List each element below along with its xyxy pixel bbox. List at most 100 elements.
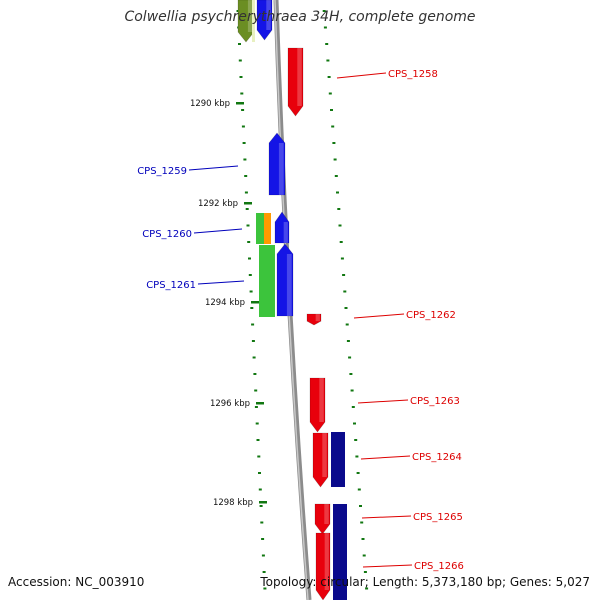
inner-tick-mark — [248, 274, 252, 276]
gene-arrow-blue-large — [276, 243, 294, 317]
kbp-label: 1296 kbp — [210, 399, 250, 409]
inner-tick-mark — [260, 521, 264, 524]
gene-arrow-blue-small-shade — [283, 222, 288, 243]
gene-arrow-cps-1259 — [268, 132, 286, 196]
gene-label: CPS_1264 — [412, 452, 462, 463]
inner-tick-mark — [241, 125, 245, 128]
outer-tick-mark — [351, 406, 355, 408]
outer-tick-mark — [349, 373, 353, 375]
gene-arrow-cps-1259-shade — [278, 143, 284, 195]
gene-label-leader — [360, 455, 411, 460]
gene-arrow-navy — [333, 504, 347, 600]
inner-tick-mark — [258, 472, 261, 474]
gene-label: CPS_1262 — [406, 310, 456, 321]
genes-value: 5,027 — [555, 575, 590, 589]
gene-arrow-cps-1262 — [306, 313, 322, 326]
inner-tick-mark — [259, 505, 263, 507]
inner-tick-mark — [254, 406, 258, 408]
outer-tick-mark — [346, 340, 350, 342]
gene-label-leader — [336, 72, 387, 79]
inner-tick-mark — [244, 175, 248, 177]
outer-tick-mark — [337, 208, 341, 210]
outer-tick-mark — [343, 290, 347, 293]
inner-tick-mark — [251, 323, 255, 326]
gene-arrow-blue — [256, 0, 273, 41]
gene-label-leader — [188, 165, 239, 171]
genome-stats: Topology: circular; Length: 5,373,180 bp… — [260, 575, 590, 589]
outer-tick-mark — [332, 142, 336, 144]
inner-tick-mark — [240, 92, 244, 95]
inner-tick-mark — [256, 439, 260, 441]
gene-label-leader — [197, 280, 245, 285]
kbp-major-tick — [244, 202, 252, 205]
kbp-label: 1290 kbp — [190, 99, 230, 109]
outer-tick-mark — [333, 158, 337, 161]
kbp-major-tick — [259, 501, 267, 504]
outer-tick-mark — [362, 554, 366, 557]
outer-tick-mark — [322, 10, 326, 12]
inner-tick-mark — [255, 422, 259, 425]
inner-tick-mark — [238, 59, 242, 62]
gene-label: CPS_1266 — [414, 561, 464, 572]
inner-tick-mark — [258, 488, 262, 491]
outer-tick-mark — [353, 422, 356, 425]
inner-tick-mark — [250, 307, 254, 309]
outer-tick-mark — [334, 175, 338, 177]
gene-label: CPS_1265 — [413, 512, 463, 523]
inner-tick-mark — [245, 208, 249, 210]
gene-label: CPS_1259 — [137, 166, 187, 177]
gene-arrow-cps-1262-shade — [315, 314, 320, 322]
gene-label-leader — [357, 399, 409, 404]
inner-tick-mark — [249, 290, 253, 293]
inner-tick-mark — [262, 571, 266, 573]
gene-arrow-cps-1258 — [287, 47, 304, 117]
gene-arrow-olive-shade — [247, 0, 253, 32]
outer-tick-mark — [348, 356, 352, 359]
outer-tick-mark — [355, 455, 359, 458]
inner-tick-mark — [251, 340, 255, 342]
inner-tick-mark — [239, 76, 243, 78]
outer-tick-mark — [361, 538, 365, 540]
gene-arrow-cps-1263 — [309, 377, 326, 433]
outer-tick-mark — [323, 26, 327, 29]
outer-tick-mark — [357, 488, 361, 491]
outer-tick-mark — [330, 109, 333, 111]
topology-label: Topology: — [260, 575, 317, 589]
inner-tick-mark — [248, 257, 251, 260]
outer-tick-mark — [359, 505, 362, 507]
kbp-label: 1294 kbp — [205, 298, 245, 308]
inner-tick-mark — [238, 43, 241, 45]
gene-label: CPS_1263 — [410, 396, 460, 407]
outer-tick-mark — [350, 389, 354, 392]
gene-arrow-blue-large-shade — [286, 254, 292, 316]
kbp-label: 1292 kbp — [198, 199, 238, 209]
topology-value: circular — [320, 575, 365, 589]
inner-tick-mark — [246, 224, 250, 227]
outer-tick-mark — [327, 76, 331, 78]
outer-tick-mark — [326, 59, 330, 62]
accession-label: Accession: — [8, 575, 72, 589]
gene-label-leader — [361, 515, 412, 519]
kbp-label: 1298 kbp — [213, 498, 253, 508]
outer-tick-mark — [325, 43, 329, 45]
outer-tick-mark — [331, 125, 335, 128]
gene-label: CPS_1261 — [146, 280, 196, 291]
gene-arrow-cps-1266-shade — [324, 533, 329, 590]
map-title: Colwellia psychrerythraea 34H, complete … — [124, 9, 476, 25]
inner-tick-mark — [244, 191, 248, 194]
gene-label-leader — [193, 228, 243, 234]
inner-tick-mark — [243, 158, 247, 161]
outer-tick-mark — [340, 257, 344, 260]
gene-arrow-orange — [264, 213, 271, 244]
gene-arrow-blue-small — [274, 211, 290, 244]
outer-tick-mark — [339, 241, 343, 243]
length-value: 5,373,180 bp — [421, 575, 502, 589]
outer-tick-mark — [360, 521, 364, 524]
inner-tick-mark — [253, 373, 257, 375]
inner-tick-mark — [247, 241, 251, 243]
gene-arrow-cps-1265 — [314, 503, 331, 535]
gene-label-leader — [362, 564, 413, 568]
accession-info: Accession: NC_003910 — [8, 575, 144, 589]
inner-tick-mark — [241, 109, 245, 111]
